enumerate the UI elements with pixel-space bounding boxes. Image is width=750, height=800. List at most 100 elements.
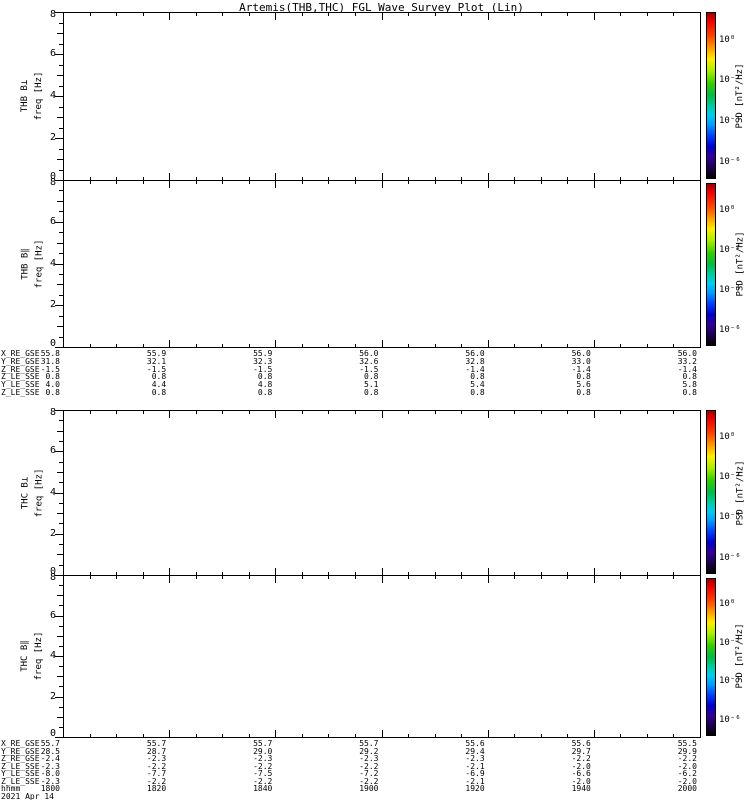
ephemeris-value: 5.6 — [576, 380, 591, 390]
x-tick-mark — [514, 576, 515, 579]
colorbar-tick-label: 10⁻⁶ — [719, 715, 741, 726]
x-tick-mark — [275, 13, 276, 20]
y-tick-mark — [57, 676, 63, 677]
ephemeris-value: -1.4 — [465, 364, 485, 374]
plot-title: Artemis(THB,THC) FGL Wave Survey Plot (L… — [239, 1, 524, 14]
y-tick-mark — [59, 503, 63, 504]
x-tick-mark — [249, 572, 250, 575]
x-tick-mark — [541, 344, 542, 347]
x-tick-mark — [63, 576, 64, 583]
ephemeris-value: -7.5 — [253, 769, 273, 778]
ephemeris-value: -2.3 — [146, 754, 167, 763]
y-tick-mark — [57, 117, 63, 118]
ephemeris-row-label: Y_LE_SSE — [1, 769, 40, 778]
y-tick-label: 2 — [49, 132, 56, 143]
ephemeris-value: -2.2 — [359, 776, 379, 786]
x-tick-mark — [567, 13, 568, 16]
y-tick-mark — [57, 717, 63, 718]
x-tick-mark — [594, 173, 595, 180]
x-tick-mark — [514, 344, 515, 347]
ephemeris-row-label: Z_RE_GSE — [1, 754, 40, 763]
y-tick-label: 6 — [49, 609, 56, 621]
colorbar-tick-label: 10⁻⁶ — [719, 157, 741, 168]
ephemeris-value: -1.4 — [571, 364, 591, 374]
ephemeris-value: 4.0 — [45, 380, 60, 390]
ephemeris-value: 29.4 — [465, 746, 485, 756]
y-tick-mark — [59, 707, 63, 708]
x-tick-mark — [461, 572, 462, 575]
ephemeris-value: -2.0 — [677, 776, 697, 786]
x-tick-mark — [328, 411, 329, 414]
y-tick-mark — [59, 170, 63, 171]
x-tick-mark — [435, 734, 436, 737]
y-tick-mark — [55, 347, 63, 348]
x-tick-mark — [196, 576, 197, 579]
ephemeris-value: -6.9 — [465, 769, 485, 778]
x-tick-mark — [461, 177, 462, 180]
x-tick-mark — [328, 576, 329, 579]
ephemeris-value: 55.8 — [40, 349, 60, 358]
ephemeris-value: 32.3 — [253, 356, 273, 366]
x-tick-mark — [700, 181, 701, 188]
y-tick-mark — [55, 493, 63, 494]
colorbar-axis-label: PSD [nT²/Hz] — [735, 623, 745, 689]
colorbar — [706, 578, 716, 736]
x-tick-mark — [647, 13, 648, 16]
ephemeris-value: 29.0 — [253, 746, 273, 756]
y-tick-mark — [57, 513, 63, 514]
ephemeris-value: 0.8 — [257, 388, 273, 397]
ephemeris-row-label: X_RE_GSE — [1, 739, 40, 748]
x-tick-mark — [249, 411, 250, 414]
ephemeris-value: -2.2 — [146, 761, 167, 771]
y-tick-mark — [59, 65, 63, 66]
x-tick-mark — [196, 177, 197, 180]
x-tick-mark — [302, 572, 303, 575]
y-tick-mark — [57, 472, 63, 473]
x-tick-mark — [222, 576, 223, 579]
x-tick-mark — [488, 730, 489, 737]
y-tick-mark — [59, 274, 63, 275]
x-tick-mark — [355, 181, 356, 184]
y-tick-label: 8 — [49, 177, 56, 188]
ephemeris-value: 1840 — [253, 784, 273, 793]
x-tick-mark — [700, 173, 701, 180]
ephemeris-value: 55.7 — [253, 739, 273, 748]
x-tick-mark — [408, 411, 409, 414]
x-tick-mark — [541, 411, 542, 414]
x-tick-mark — [249, 576, 250, 579]
x-tick-mark — [673, 13, 674, 16]
x-tick-mark — [355, 13, 356, 16]
x-tick-mark — [275, 340, 276, 347]
colorbar-tick-label: 10⁻² — [719, 244, 741, 255]
ephemeris-value: -2.4 — [40, 754, 60, 763]
ephemeris-row-label: Z_LE_SSE — [1, 372, 40, 382]
date-label: 2021 Apr 14 — [1, 791, 54, 800]
ephemeris-value: 0.8 — [45, 388, 60, 397]
ephemeris-value: 0.8 — [151, 388, 167, 397]
colorbar-tick-label: 10⁻⁴ — [719, 284, 741, 295]
colorbar-tick-label: 10⁻⁶ — [719, 324, 741, 335]
x-tick-mark — [647, 181, 648, 184]
y-tick-mark — [59, 253, 63, 254]
x-tick-mark — [302, 344, 303, 347]
x-tick-mark — [382, 411, 383, 418]
y-tick-mark — [55, 737, 63, 738]
ephemeris-value: 0.8 — [470, 388, 485, 397]
y-tick-mark — [59, 585, 63, 586]
ephemeris-value: 55.7 — [40, 739, 60, 748]
freq-axis-label: freq [Hz] — [34, 468, 44, 517]
x-tick-mark — [169, 568, 170, 575]
y-tick-mark — [57, 595, 63, 596]
panel-label: THB B∥ — [20, 247, 30, 280]
ephemeris-value: 1940 — [571, 784, 591, 793]
ephemeris-value: 28.5 — [40, 746, 60, 756]
x-tick-mark — [408, 344, 409, 347]
y-tick-mark — [59, 482, 63, 483]
y-tick-label: 0 — [49, 171, 56, 182]
ephemeris-value: 55.6 — [571, 739, 591, 748]
x-tick-mark — [647, 344, 648, 347]
y-tick-mark — [59, 646, 63, 647]
spectrogram-panel-thc-bperp — [63, 410, 701, 576]
x-tick-mark — [328, 13, 329, 16]
x-tick-mark — [514, 13, 515, 16]
